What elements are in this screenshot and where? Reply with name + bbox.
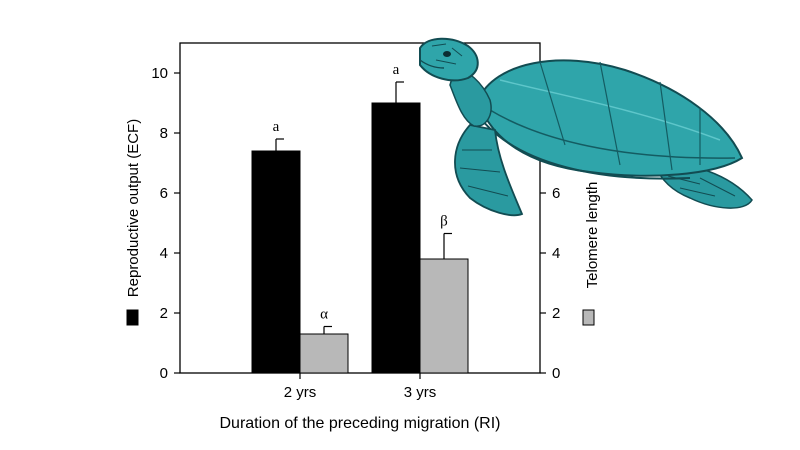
sea-turtle-illustration (419, 37, 753, 217)
bars-layer (251, 81, 469, 374)
sig-label-s1-c0: α (320, 307, 328, 323)
sig-label-s0-c1: a (393, 62, 400, 78)
y2-tick-label-2: 4 (552, 245, 560, 262)
y-tick-label-3: 6 (160, 185, 168, 202)
legend-swatch-right (582, 309, 595, 326)
y-tick-label-2: 4 (160, 245, 168, 262)
y-tick-label-1: 2 (160, 305, 168, 322)
left-axis: 0 2 4 6 8 10 (151, 65, 180, 382)
bar-s0-c0 (251, 150, 301, 374)
legend-swatch-left (126, 309, 139, 326)
y-axis-title: Reproductive output (ECF) (125, 119, 142, 297)
y2-tick-label-0: 0 (552, 365, 560, 382)
y-tick-label-0: 0 (160, 365, 168, 382)
sig-label-s1-c1: β (440, 214, 448, 230)
bar-s1-c0 (299, 333, 349, 374)
y-tick-label-4: 8 (160, 125, 168, 142)
y2-tick-label-1: 2 (552, 305, 560, 322)
y2-tick-label-3: 6 (552, 185, 560, 202)
x-tick-label-0: 2 yrs (284, 384, 317, 401)
bar-s0-c1 (371, 102, 421, 374)
bar-s1-c1 (419, 258, 469, 374)
plot-frame (179, 42, 541, 374)
y-tick-label-5: 10 (151, 65, 168, 82)
sig-label-s0-c0: a (273, 119, 280, 135)
x-tick-label-1: 3 yrs (404, 384, 437, 401)
significance-labels: a α a β (273, 62, 448, 323)
x-axis: 2 yrs 3 yrs (284, 373, 437, 401)
y2-axis-title: Telomere length (584, 182, 601, 289)
x-axis-title: Duration of the preceding migration (RI) (219, 415, 500, 432)
